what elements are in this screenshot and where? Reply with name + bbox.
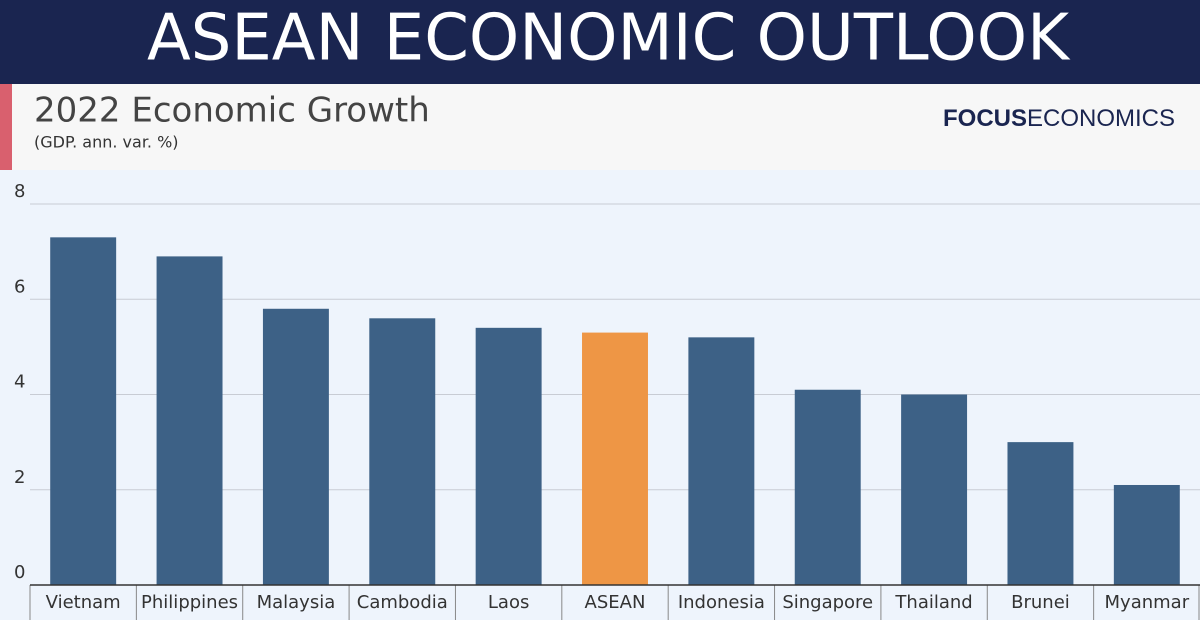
y-tick-label: 8: [14, 181, 25, 202]
y-tick-label: 6: [14, 276, 25, 297]
bar: [582, 332, 648, 585]
x-tick-label: Indonesia: [678, 592, 765, 613]
bar: [1007, 442, 1074, 585]
brand-regular: ECONOMICS: [1027, 105, 1175, 132]
bar: [50, 237, 117, 585]
x-tick-label: Laos: [488, 592, 529, 613]
bar: [475, 327, 542, 585]
chart-title: 2022 Economic Growth: [34, 91, 430, 131]
bar: [262, 308, 329, 585]
bar: [1113, 484, 1180, 585]
bar: [688, 337, 755, 585]
x-tick-label: Philippines: [141, 592, 238, 613]
accent-bar: [0, 84, 12, 170]
page-title: ASEAN ECONOMIC OUTLOOK: [147, 2, 1071, 76]
x-tick-label: Vietnam: [46, 592, 121, 613]
header-band: [0, 0, 1200, 84]
chart-subtitle: (GDP. ann. var. %): [34, 133, 179, 152]
x-tick-label: Thailand: [894, 592, 972, 613]
y-tick-label: 0: [14, 562, 25, 583]
x-tick-label: Brunei: [1011, 592, 1070, 613]
bar: [369, 318, 436, 585]
x-tick-label: Cambodia: [357, 592, 448, 613]
x-tick-label: Singapore: [782, 592, 873, 613]
x-tick-label: Myanmar: [1105, 592, 1190, 613]
y-tick-label: 4: [14, 372, 25, 393]
brand-bold: FOCUS: [943, 105, 1027, 132]
bar: [794, 389, 861, 585]
y-tick-label: 2: [14, 467, 25, 488]
x-tick-label: ASEAN: [585, 592, 646, 613]
x-tick-label: Malaysia: [257, 592, 336, 613]
title-band: [0, 84, 1200, 170]
bar: [156, 256, 223, 585]
bar: [901, 394, 968, 585]
brand-logo: FOCUSECONOMICS: [943, 105, 1175, 132]
